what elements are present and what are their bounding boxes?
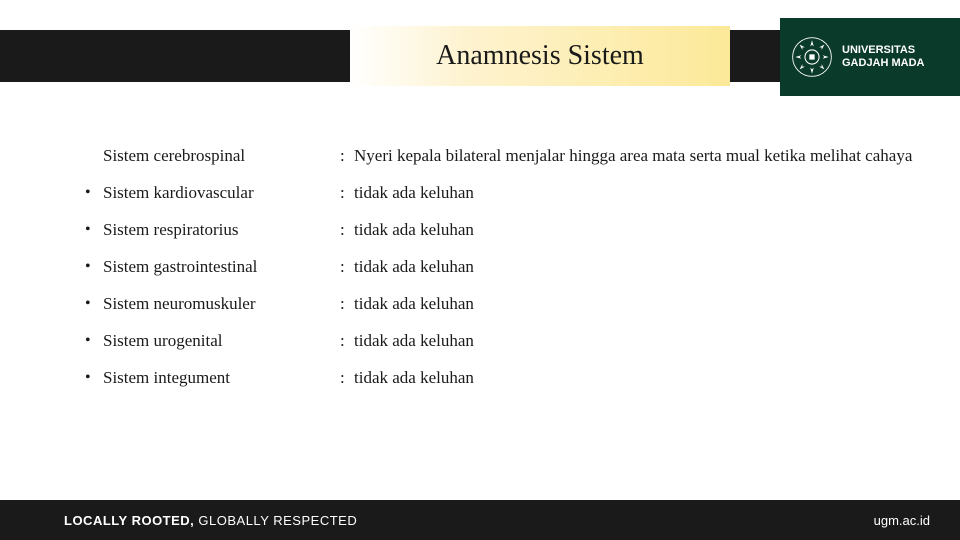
footer-slogan: LOCALLY ROOTED, GLOBALLY RESPECTED [64, 513, 357, 528]
row-value: tidak ada keluhan [354, 219, 940, 242]
colon-separator: : [340, 293, 354, 316]
row-value: tidak ada keluhan [354, 256, 940, 279]
bullet-icon: • [85, 219, 103, 241]
row-value: tidak ada keluhan [354, 330, 940, 353]
bullet-icon: • [85, 256, 103, 278]
university-logo-box: UNIVERSITAS GADJAH MADA [780, 18, 960, 96]
first-row-label: Sistem cerebrospinal [103, 145, 245, 168]
row-label: Sistem gastrointestinal [103, 256, 257, 279]
bullet-icon: • [85, 293, 103, 315]
list-row: •Sistem gastrointestinal:tidak ada keluh… [85, 256, 940, 279]
bullet-icon: • [85, 367, 103, 389]
list-row: •Sistem kardiovascular:tidak ada keluhan [85, 182, 940, 205]
footer-bar: LOCALLY ROOTED, GLOBALLY RESPECTED ugm.a… [0, 500, 960, 540]
colon-separator: : [340, 219, 354, 242]
colon-separator: : [340, 367, 354, 390]
university-emblem-icon [788, 33, 836, 81]
footer-url: ugm.ac.id [874, 513, 930, 528]
list-row: •Sistem urogenital:tidak ada keluhan [85, 330, 940, 353]
list-row: •Sistem integument:tidak ada keluhan [85, 367, 940, 390]
colon-separator: : [340, 330, 354, 353]
university-name: UNIVERSITAS GADJAH MADA [842, 44, 925, 70]
list-row: •Sistem respiratorius:tidak ada keluhan [85, 219, 940, 242]
row-label: Sistem neuromuskuler [103, 293, 256, 316]
first-row: Sistem cerebrospinal : Nyeri kepala bila… [85, 145, 940, 168]
university-name-line1: UNIVERSITAS [842, 44, 925, 57]
row-value: tidak ada keluhan [354, 182, 940, 205]
title-box: Anamnesis Sistem [350, 26, 730, 86]
row-label: Sistem urogenital [103, 330, 222, 353]
colon-separator: : [340, 256, 354, 279]
colon-separator: : [340, 145, 354, 168]
row-label: Sistem kardiovascular [103, 182, 254, 205]
row-label: Sistem respiratorius [103, 219, 239, 242]
footer-slogan-rest: GLOBALLY RESPECTED [194, 513, 357, 528]
content-area: Sistem cerebrospinal : Nyeri kepala bila… [85, 145, 940, 404]
row-value: tidak ada keluhan [354, 367, 940, 390]
footer-slogan-bold: LOCALLY ROOTED, [64, 513, 194, 528]
row-label: Sistem integument [103, 367, 230, 390]
bullet-icon: • [85, 330, 103, 352]
row-value: tidak ada keluhan [354, 293, 940, 316]
bullet-icon: • [85, 182, 103, 204]
list-row: •Sistem neuromuskuler:tidak ada keluhan [85, 293, 940, 316]
slide-title: Anamnesis Sistem [436, 40, 644, 72]
colon-separator: : [340, 182, 354, 205]
first-row-value: Nyeri kepala bilateral menjalar hingga a… [354, 145, 940, 168]
university-name-line2: GADJAH MADA [842, 57, 925, 70]
